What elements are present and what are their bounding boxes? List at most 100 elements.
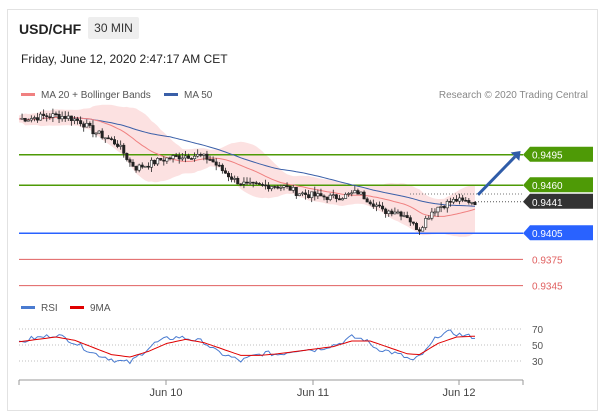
candle [233, 175, 237, 183]
legend-rsi-ma: 9MA [70, 303, 111, 314]
level-lines [19, 153, 523, 287]
candle-body [427, 217, 431, 220]
candle-body [267, 184, 271, 190]
candle-body [242, 181, 246, 185]
candle-body [190, 158, 194, 160]
x-tick-label: Jun 12 [442, 387, 475, 399]
candle-body [473, 202, 477, 206]
candle [214, 158, 218, 171]
candle [45, 113, 49, 122]
candle-body [140, 164, 144, 168]
candle-body [294, 186, 298, 196]
candle [350, 190, 354, 197]
candle-body [251, 181, 255, 184]
candle-body [285, 185, 289, 187]
candle [414, 221, 418, 230]
candle-body [304, 192, 308, 195]
candle [374, 202, 378, 212]
candle [217, 161, 221, 167]
candle-body [325, 196, 329, 200]
candle [270, 186, 274, 192]
candle [168, 156, 172, 161]
level-label-pivot: 0.9460 [523, 177, 593, 193]
candle [464, 196, 468, 202]
legend-rsi-ma-label: 9MA [90, 303, 111, 314]
candle-body [233, 178, 237, 180]
candle-body [35, 117, 39, 121]
candle-body [307, 194, 311, 198]
candle [396, 209, 400, 215]
candle-body [300, 192, 304, 195]
candle [174, 152, 178, 158]
candle [353, 185, 357, 194]
candle-body [208, 159, 212, 161]
candle-body [408, 217, 412, 223]
candle [387, 209, 391, 217]
candle-body [263, 184, 267, 187]
rsi-tick-label: 70 [532, 325, 544, 336]
candle-body [359, 191, 363, 195]
candle-body [122, 144, 126, 154]
level-label-support: 0.9405 [523, 225, 593, 241]
candle-body [414, 223, 418, 230]
candle [442, 205, 446, 210]
candle-body [88, 122, 92, 126]
candle-body [334, 194, 338, 199]
candle-body [180, 157, 184, 160]
candle [91, 120, 95, 138]
candle [57, 110, 61, 123]
ma20-swatch [21, 92, 35, 96]
candle [439, 202, 443, 213]
candle [190, 157, 194, 160]
candle-body [236, 178, 240, 185]
candle [445, 199, 449, 213]
candle [328, 193, 332, 202]
candle [362, 190, 366, 200]
candle-body [411, 221, 415, 224]
candle-body [29, 118, 33, 121]
candle [331, 189, 335, 199]
candle-body [116, 143, 120, 147]
candle [177, 152, 181, 164]
candle-body [227, 172, 231, 178]
candle [325, 196, 329, 203]
candle-body [223, 170, 227, 174]
candle [156, 157, 160, 166]
candle-body [51, 113, 55, 118]
candle-body [131, 161, 135, 167]
candle-body [153, 159, 157, 165]
candle [35, 112, 39, 123]
candle [63, 111, 67, 122]
candle [42, 109, 46, 120]
candle [470, 201, 474, 206]
candle-body [248, 181, 252, 184]
candle [254, 180, 258, 185]
candle [245, 177, 249, 186]
candle [119, 140, 123, 150]
candle [122, 143, 126, 158]
candle-body [310, 191, 314, 198]
candle-body [26, 119, 30, 122]
candle [257, 182, 261, 185]
candle [276, 185, 280, 190]
candle-body [353, 190, 357, 194]
candle-body [461, 197, 465, 201]
candle-body [322, 195, 326, 198]
candle-body [393, 211, 397, 215]
candle [137, 163, 141, 173]
candle-body [467, 200, 471, 203]
legend-rsi: RSI [21, 303, 58, 314]
candle-body [377, 204, 381, 207]
candle [205, 150, 209, 164]
candle [344, 192, 348, 199]
candle-body [442, 206, 446, 209]
timeframe-badge[interactable]: 30 MIN [88, 17, 139, 39]
candle [337, 194, 341, 201]
candle-body [103, 137, 107, 140]
candle-body [143, 165, 147, 168]
ma50-swatch [164, 92, 178, 96]
candle [405, 211, 409, 219]
candle [267, 182, 271, 192]
level-label-last: 0.9441 [523, 193, 593, 209]
